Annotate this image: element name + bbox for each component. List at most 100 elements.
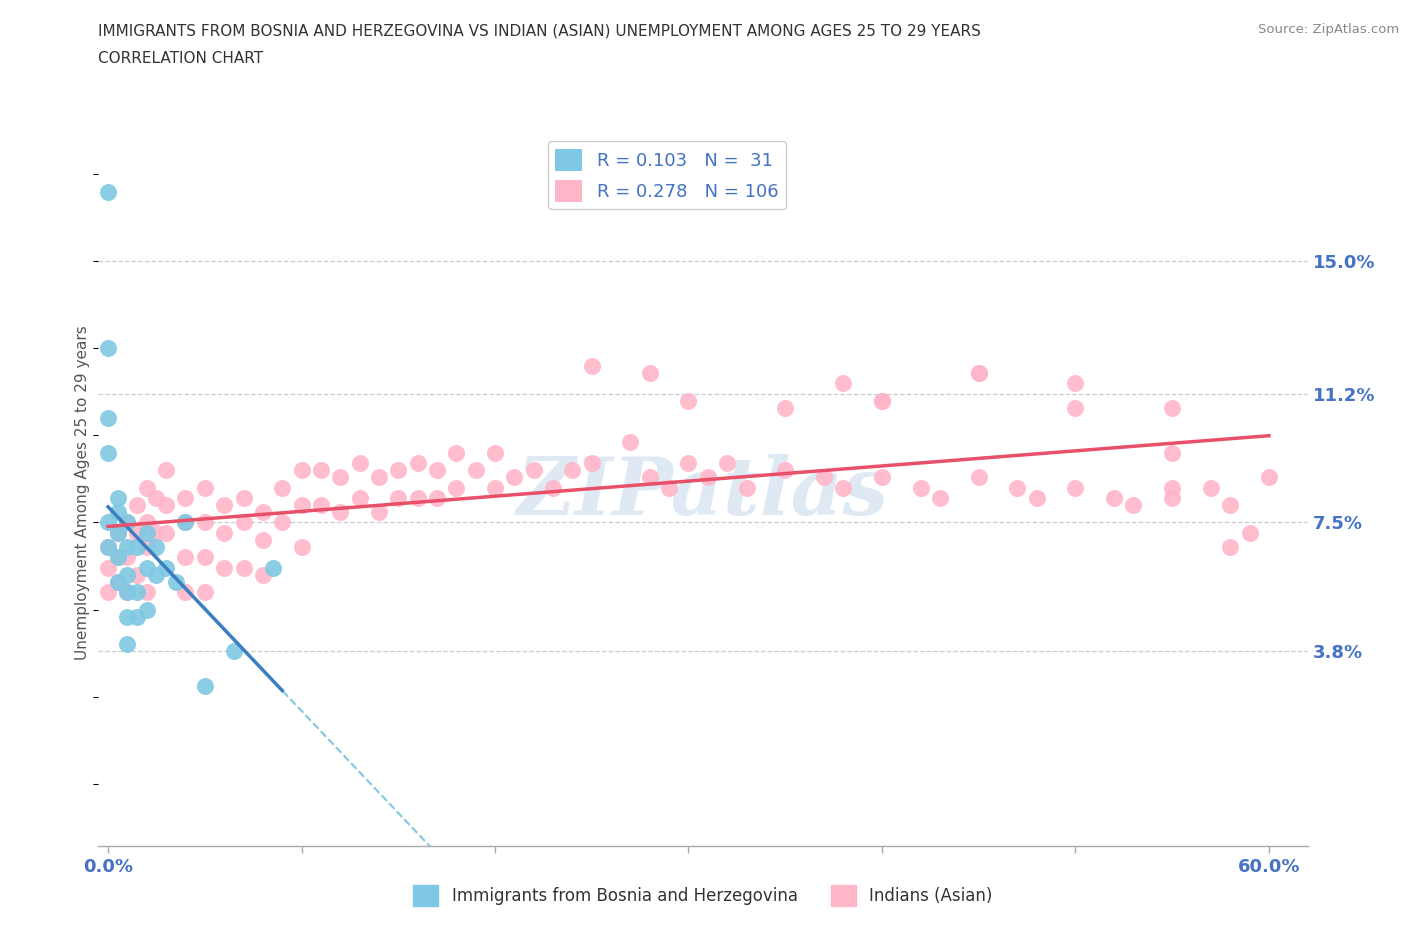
Point bbox=[967, 365, 990, 380]
Point bbox=[117, 585, 139, 600]
Point bbox=[638, 470, 661, 485]
Point bbox=[368, 505, 391, 520]
Point bbox=[135, 560, 157, 575]
Point bbox=[135, 585, 157, 600]
Point bbox=[107, 525, 129, 540]
Point bbox=[212, 498, 235, 512]
Point bbox=[1257, 470, 1279, 485]
Point bbox=[967, 365, 990, 380]
Point bbox=[145, 567, 167, 582]
Point bbox=[406, 491, 429, 506]
Point bbox=[349, 491, 371, 506]
Point bbox=[1219, 539, 1241, 554]
Point bbox=[212, 525, 235, 540]
Point bbox=[387, 463, 409, 478]
Point bbox=[1239, 525, 1261, 540]
Point bbox=[194, 515, 217, 530]
Point bbox=[117, 637, 139, 652]
Point bbox=[135, 539, 157, 554]
Point bbox=[174, 550, 197, 565]
Point bbox=[145, 525, 167, 540]
Y-axis label: Unemployment Among Ages 25 to 29 years: Unemployment Among Ages 25 to 29 years bbox=[75, 326, 90, 660]
Point bbox=[290, 498, 312, 512]
Point bbox=[349, 456, 371, 471]
Point bbox=[145, 491, 167, 506]
Point bbox=[165, 574, 187, 589]
Point bbox=[1161, 480, 1184, 495]
Point bbox=[735, 480, 758, 495]
Point bbox=[97, 515, 120, 530]
Point bbox=[232, 560, 254, 575]
Point bbox=[870, 393, 893, 408]
Point bbox=[97, 539, 120, 554]
Point bbox=[967, 470, 990, 485]
Point bbox=[155, 463, 177, 478]
Point bbox=[271, 480, 294, 495]
Point bbox=[252, 567, 274, 582]
Point bbox=[1161, 491, 1184, 506]
Point bbox=[446, 445, 468, 460]
Point bbox=[1161, 445, 1184, 460]
Point bbox=[426, 463, 449, 478]
Text: Source: ZipAtlas.com: Source: ZipAtlas.com bbox=[1258, 23, 1399, 36]
Point bbox=[107, 491, 129, 506]
Point bbox=[1219, 498, 1241, 512]
Point bbox=[222, 644, 245, 658]
Point bbox=[910, 480, 932, 495]
Point bbox=[832, 376, 855, 391]
Point bbox=[135, 602, 157, 617]
Point bbox=[1102, 491, 1125, 506]
Point bbox=[271, 515, 294, 530]
Point bbox=[232, 491, 254, 506]
Point bbox=[870, 470, 893, 485]
Point bbox=[368, 470, 391, 485]
Point bbox=[252, 505, 274, 520]
Point bbox=[678, 456, 700, 471]
Point bbox=[484, 445, 506, 460]
Point bbox=[107, 574, 129, 589]
Point bbox=[1025, 491, 1047, 506]
Point bbox=[232, 515, 254, 530]
Point bbox=[290, 463, 312, 478]
Point bbox=[773, 463, 796, 478]
Point bbox=[929, 491, 952, 506]
Point bbox=[194, 480, 217, 495]
Point bbox=[155, 498, 177, 512]
Point bbox=[174, 585, 197, 600]
Point bbox=[1064, 480, 1087, 495]
Point bbox=[1161, 400, 1184, 415]
Point bbox=[309, 463, 332, 478]
Point bbox=[619, 435, 641, 450]
Point bbox=[523, 463, 546, 478]
Point bbox=[127, 525, 149, 540]
Point bbox=[329, 505, 352, 520]
Point bbox=[127, 539, 149, 554]
Point bbox=[813, 470, 835, 485]
Point bbox=[194, 679, 217, 694]
Point bbox=[135, 515, 157, 530]
Text: IMMIGRANTS FROM BOSNIA AND HERZEGOVINA VS INDIAN (ASIAN) UNEMPLOYMENT AMONG AGES: IMMIGRANTS FROM BOSNIA AND HERZEGOVINA V… bbox=[98, 23, 981, 38]
Point bbox=[696, 470, 718, 485]
Point bbox=[107, 525, 129, 540]
Point bbox=[107, 550, 129, 565]
Point bbox=[773, 400, 796, 415]
Point bbox=[541, 480, 564, 495]
Point bbox=[155, 525, 177, 540]
Point bbox=[127, 585, 149, 600]
Point bbox=[117, 609, 139, 624]
Point bbox=[658, 480, 681, 495]
Point bbox=[174, 515, 197, 530]
Point bbox=[97, 445, 120, 460]
Point bbox=[117, 515, 139, 530]
Point bbox=[155, 560, 177, 575]
Point bbox=[97, 539, 120, 554]
Point bbox=[107, 550, 129, 565]
Point bbox=[127, 567, 149, 582]
Point bbox=[127, 609, 149, 624]
Point bbox=[97, 560, 120, 575]
Legend: R = 0.103   N =  31, R = 0.278   N = 106: R = 0.103 N = 31, R = 0.278 N = 106 bbox=[548, 141, 786, 209]
Point bbox=[174, 491, 197, 506]
Point bbox=[406, 456, 429, 471]
Point bbox=[117, 567, 139, 582]
Point bbox=[870, 393, 893, 408]
